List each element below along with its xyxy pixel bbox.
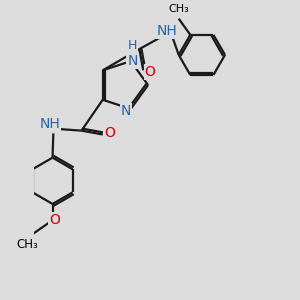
Text: O: O xyxy=(145,65,156,79)
Text: CH₃: CH₃ xyxy=(168,4,189,14)
Text: O: O xyxy=(49,213,60,227)
Text: N: N xyxy=(121,104,131,118)
Text: O: O xyxy=(104,126,115,140)
Text: NH: NH xyxy=(157,24,178,38)
Text: H: H xyxy=(128,38,137,52)
Text: NH: NH xyxy=(40,117,60,131)
Text: CH₃: CH₃ xyxy=(16,238,38,250)
Text: N: N xyxy=(128,54,138,68)
